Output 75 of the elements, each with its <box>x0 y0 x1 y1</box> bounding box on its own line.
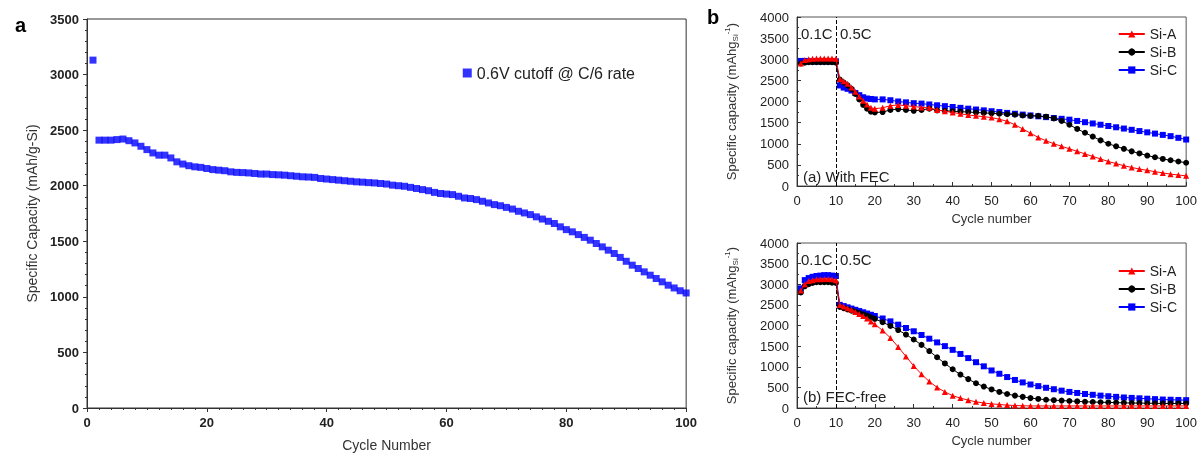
legend-label: Si-A <box>1149 263 1177 279</box>
x-tick-label: 80 <box>1101 193 1116 208</box>
annotation: 0.5C <box>839 25 872 42</box>
legend-label: 0.6V cutoff @ C/6 rate <box>476 64 636 82</box>
x-tick-label: 20 <box>199 415 215 430</box>
x-axis-title: Cycle number <box>951 211 1033 226</box>
x-tick-label: 70 <box>1062 193 1077 208</box>
legend-label: Si-B <box>1149 281 1177 297</box>
y-tick-label: 2500 <box>760 72 789 88</box>
x-axis-title: Cycle number <box>951 433 1033 448</box>
x-tick-label: 80 <box>1101 415 1116 430</box>
x-tick-label: 0 <box>793 415 801 430</box>
y-axis-title: Specific capacity (mAhgSi-1) <box>722 246 740 405</box>
y-tick-label: 4000 <box>760 235 789 251</box>
x-tick-label: 40 <box>319 415 334 430</box>
chart-title: a <box>15 14 27 36</box>
x-tick-label: 60 <box>1023 415 1038 430</box>
x-tick-label: 30 <box>906 415 921 430</box>
annotation: 0.5C <box>839 251 872 268</box>
y-tick-label: 0 <box>71 400 79 416</box>
y-tick-label: 1500 <box>760 115 789 131</box>
y-tick-label: 4000 <box>760 9 789 25</box>
x-tick-label: 0 <box>83 415 91 430</box>
y-tick-label: 1000 <box>760 359 789 375</box>
x-tick-label: 50 <box>984 415 999 430</box>
x-tick-label: 90 <box>1140 415 1155 430</box>
y-tick-label: 1500 <box>50 233 79 249</box>
x-tick-label: 100 <box>675 415 698 430</box>
y-axis-title: Specific capacity (mAhgSi-1) <box>722 22 740 181</box>
x-tick-label: 100 <box>1175 415 1198 430</box>
x-tick-label: 100 <box>1175 193 1198 208</box>
y-tick-label: 500 <box>767 157 789 173</box>
x-tick-label: 40 <box>945 193 960 208</box>
x-tick-label: 70 <box>1062 415 1077 430</box>
legend-label: Si-C <box>1149 62 1178 78</box>
y-tick-label: 3000 <box>760 276 789 292</box>
annotation: 0.1C <box>801 251 833 268</box>
annotation: (b) FEC-free <box>803 388 887 405</box>
y-tick-label: 3500 <box>760 30 789 46</box>
x-tick-label: 60 <box>1023 193 1038 208</box>
legend-label: Si-A <box>1149 26 1177 42</box>
y-tick-label: 500 <box>767 379 789 395</box>
x-tick-label: 90 <box>1140 193 1155 208</box>
legend-label: Si-C <box>1149 299 1178 315</box>
y-tick-label: 1000 <box>50 289 79 305</box>
y-tick-label: 2000 <box>760 318 789 333</box>
y-axis-title: Specific Capacity (mAh/g-Si) <box>24 124 40 303</box>
annotation: 0.1C <box>801 25 833 42</box>
x-tick-label: 20 <box>867 193 883 208</box>
y-tick-label: 1500 <box>760 338 789 354</box>
x-tick-label: 30 <box>906 193 921 208</box>
y-tick-label: 2500 <box>50 122 79 138</box>
x-tick-label: 80 <box>559 415 574 430</box>
x-tick-label: 10 <box>828 415 844 430</box>
y-tick-label: 0 <box>781 400 789 416</box>
y-tick-label: 3500 <box>50 11 79 27</box>
legend-label: Si-B <box>1149 44 1177 60</box>
x-tick-label: 60 <box>439 415 454 430</box>
chart-title: b <box>707 6 720 28</box>
x-tick-label: 0 <box>793 193 801 208</box>
y-tick-label: 500 <box>57 344 79 360</box>
x-tick-label: 20 <box>867 415 883 430</box>
y-tick-label: 1000 <box>760 136 789 152</box>
y-tick-label: 3000 <box>760 51 789 67</box>
x-tick-label: 10 <box>828 193 844 208</box>
x-axis-title: Cycle Number <box>342 437 432 453</box>
annotation: (a) With FEC <box>803 168 890 185</box>
x-tick-label: 40 <box>945 415 960 430</box>
y-tick-label: 2000 <box>760 94 789 109</box>
y-tick-label: 3000 <box>50 67 79 83</box>
y-tick-label: 0 <box>781 178 789 194</box>
y-tick-label: 2500 <box>760 297 789 313</box>
y-tick-label: 2000 <box>50 178 79 194</box>
y-tick-label: 3500 <box>760 256 789 272</box>
x-tick-label: 50 <box>984 193 999 208</box>
